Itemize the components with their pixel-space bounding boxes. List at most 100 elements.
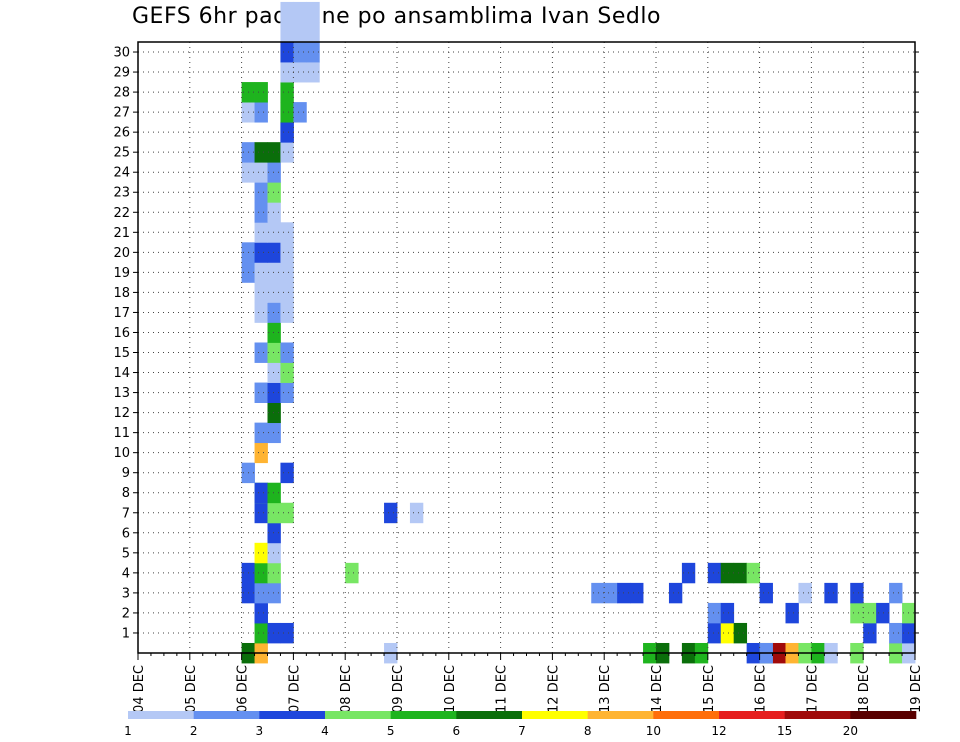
heatmap-cell xyxy=(267,622,281,644)
heatmap-cell xyxy=(889,622,903,644)
heatmap-cell xyxy=(267,502,281,524)
heatmap-cell xyxy=(280,622,294,644)
heatmap-cell xyxy=(280,382,294,403)
legend-label: 2 xyxy=(190,724,198,738)
heatmap-cell xyxy=(785,602,799,624)
legend-label: 5 xyxy=(387,724,395,738)
y-tick-label: 6 xyxy=(122,526,130,541)
y-tick-label: 8 xyxy=(122,486,130,501)
heatmap-cell xyxy=(720,602,735,624)
heatmap-cell xyxy=(306,1,320,23)
legend-swatch xyxy=(456,711,523,719)
heatmap-cell xyxy=(280,242,294,263)
heatmap-cell xyxy=(254,582,268,604)
heatmap-cell xyxy=(850,602,864,624)
legend-swatch xyxy=(719,711,785,719)
heatmap-cell xyxy=(254,542,268,564)
x-tick-label: 15 DEC xyxy=(702,665,717,713)
y-tick-label: 4 xyxy=(122,566,130,581)
heatmap-cell xyxy=(707,562,722,584)
heatmap-cell xyxy=(267,422,281,444)
heatmap-cell xyxy=(280,462,294,484)
legend-label: 7 xyxy=(518,724,526,738)
x-axis-labels: 04 DEC 05 DEC 06 DEC 07 DEC 08 DEC 09 DEC 10 D… xyxy=(132,653,924,713)
heatmap-cell xyxy=(267,362,281,383)
heatmap-cell xyxy=(254,102,268,123)
x-tick-label: 12 DEC xyxy=(546,665,561,713)
heatmap-cell xyxy=(280,82,294,103)
heatmap-cell xyxy=(267,142,281,163)
x-tick-label: 10 DEC xyxy=(443,665,458,713)
heatmap-cell xyxy=(280,1,294,23)
heatmap-cell xyxy=(267,582,281,604)
legend-swatch xyxy=(390,711,457,719)
y-tick-label: 26 xyxy=(113,126,130,141)
heatmap-cell xyxy=(707,602,722,624)
heatmap-cell xyxy=(254,342,268,363)
y-tick-label: 12 xyxy=(113,406,130,421)
heatmap-cell xyxy=(267,242,281,263)
heatmap-cell xyxy=(254,482,268,504)
grid-lines xyxy=(138,42,915,653)
heatmap-cell xyxy=(889,582,903,604)
heatmap-cell xyxy=(850,582,864,604)
y-axis-labels: 1234567891011121314151617181920212223242… xyxy=(113,46,919,641)
heatmap-cell xyxy=(254,262,268,283)
legend-label: 8 xyxy=(584,724,592,738)
y-tick-label: 14 xyxy=(113,366,130,381)
heatmap-cell xyxy=(733,622,748,644)
heatmap-cell xyxy=(824,582,838,604)
heatmap-cell xyxy=(267,342,281,363)
y-tick-label: 29 xyxy=(113,66,130,81)
heatmap-cell xyxy=(293,21,307,43)
heatmap-cell xyxy=(707,622,722,644)
heatmap-cell xyxy=(267,562,281,584)
heatmap-cell xyxy=(280,222,294,243)
heatmap-cell xyxy=(254,422,268,444)
heatmap-cell xyxy=(267,402,281,424)
heatmap-cell xyxy=(280,342,294,363)
legend-swatch xyxy=(522,711,588,719)
legend-swatch xyxy=(784,711,851,719)
heatmap-cell xyxy=(254,222,268,243)
heatmap-cell xyxy=(280,42,294,63)
heatmap-cell xyxy=(863,622,877,644)
legend-label: 1 xyxy=(124,724,132,738)
legend-swatch xyxy=(193,711,260,719)
heatmap-cell xyxy=(254,622,268,644)
heatmap-cell xyxy=(720,622,735,644)
x-tick-label: 05 DEC xyxy=(184,665,199,713)
heatmap-cell xyxy=(267,162,281,183)
heatmap-cell xyxy=(630,582,644,604)
legend-label: 10 xyxy=(646,724,661,738)
heatmap-cell xyxy=(254,182,268,203)
heatmap-cell xyxy=(267,262,281,283)
heatmap-cell xyxy=(293,102,307,123)
x-tick-label: 04 DEC xyxy=(132,665,147,713)
heatmap-cell xyxy=(254,142,268,163)
heatmap-cell xyxy=(280,502,294,524)
y-tick-label: 1 xyxy=(122,626,130,641)
y-tick-label: 3 xyxy=(122,586,130,601)
heatmap-cell xyxy=(254,562,268,584)
x-tick-label: 19 DEC xyxy=(909,665,924,713)
heatmap-cell xyxy=(267,282,281,303)
y-tick-label: 30 xyxy=(113,46,130,61)
heatmap-cell xyxy=(280,102,294,123)
heatmap-cell xyxy=(409,502,424,524)
legend-swatch xyxy=(653,711,720,719)
y-tick-label: 2 xyxy=(122,606,130,621)
heatmap-cell xyxy=(306,21,320,43)
heatmap-cell xyxy=(733,562,748,584)
legend-label: 12 xyxy=(711,724,726,738)
heatmap-cell xyxy=(293,42,307,63)
heatmap-cell xyxy=(267,202,281,223)
x-tick-label: 18 DEC xyxy=(857,665,872,713)
y-tick-label: 11 xyxy=(113,426,130,441)
heatmap-cell xyxy=(280,262,294,283)
legend-label: 4 xyxy=(321,724,329,738)
legend-swatch xyxy=(587,711,654,719)
heatmap-cell xyxy=(720,562,735,584)
legend-label: 20 xyxy=(843,724,858,738)
